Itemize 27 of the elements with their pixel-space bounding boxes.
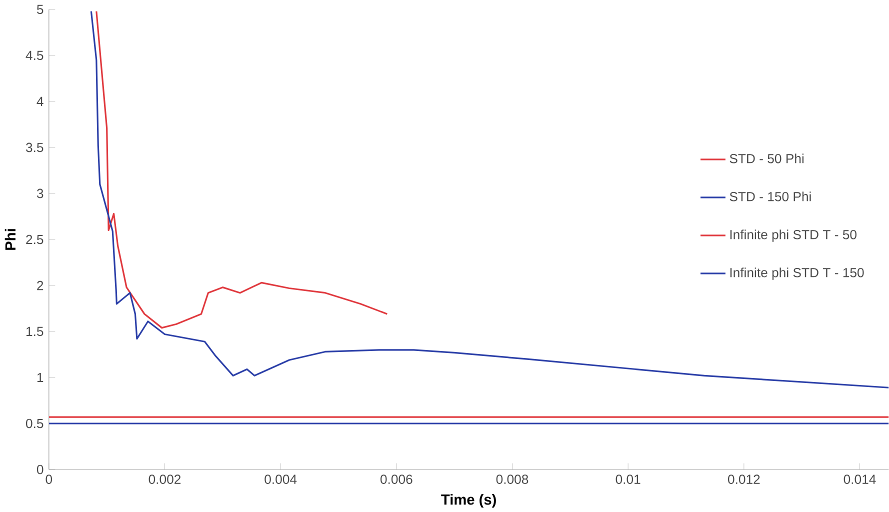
y-tick-label: 3.5 [26, 142, 44, 152]
y-tick-label: 4.5 [26, 50, 44, 60]
y-tick-label: 0 [36, 464, 44, 474]
legend-label: STD - 50 Phi [730, 153, 804, 164]
y-axis-title: Phi [4, 228, 16, 250]
y-tick-label: 2.5 [26, 234, 44, 244]
legend-label: STD - 150 Phi [730, 191, 811, 202]
x-tick-label: 0 [46, 474, 52, 484]
x-tick-label: 0.006 [380, 474, 412, 484]
line-series [90, 10, 889, 388]
y-tick-label: 4 [36, 96, 44, 106]
y-tick-label: 5 [36, 4, 44, 14]
x-tick-label: 0.004 [264, 474, 297, 484]
y-tick-label: 1.5 [26, 326, 44, 336]
x-axis-title: Time (s) [441, 494, 496, 508]
y-tick-label: 0.5 [26, 418, 44, 428]
line-series [96, 10, 388, 328]
x-tick-label: 0.01 [616, 474, 640, 484]
x-tick-label: 0.002 [148, 474, 181, 484]
y-tick-label: 2 [37, 280, 44, 290]
x-tick-label: 0.014 [844, 474, 876, 484]
y-tick-label: 1 [37, 372, 44, 382]
legend-label: Infinite phi STD T - 50 [730, 229, 856, 242]
x-tick-label: 0.012 [728, 474, 760, 484]
y-tick-label: 3 [36, 188, 44, 198]
x-tick-label: 0.008 [496, 474, 528, 484]
legend-label: Infinite phi STD T - 150 [730, 267, 864, 280]
